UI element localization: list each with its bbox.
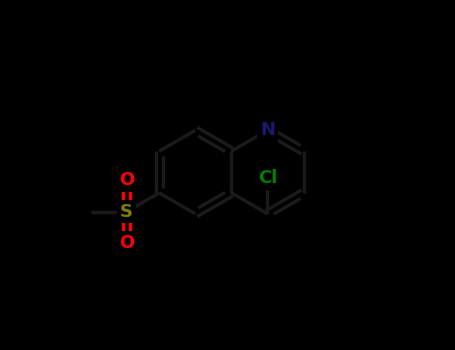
Text: N: N [260,121,275,139]
Text: O: O [119,234,134,252]
Text: S: S [120,203,133,220]
Text: Cl: Cl [258,169,277,187]
Text: O: O [119,172,134,189]
